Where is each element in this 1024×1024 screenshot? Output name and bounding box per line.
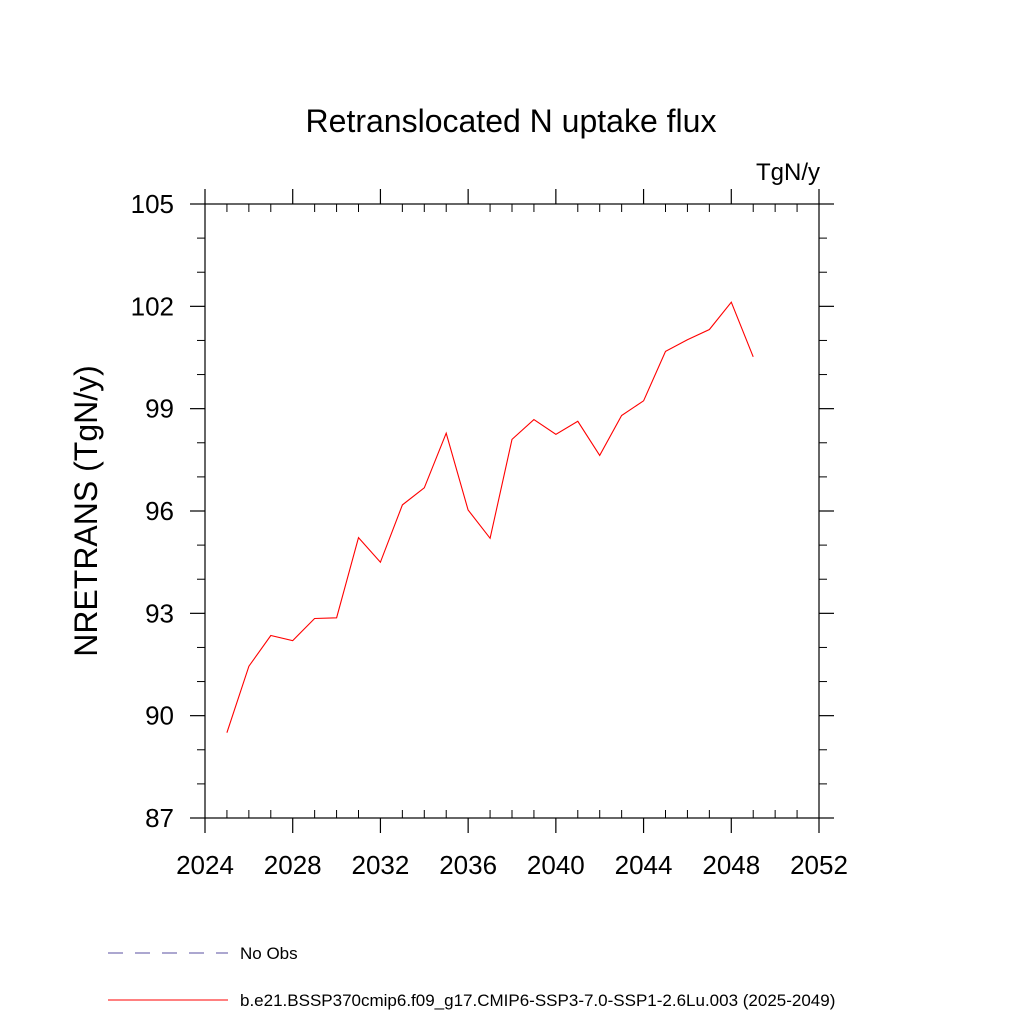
- data-point: [511, 438, 514, 441]
- legend-label: b.e21.BSSP370cmip6.f09_g17.CMIP6-SSP3-7.…: [240, 991, 835, 1010]
- x-tick-label: 2024: [176, 850, 234, 880]
- series-line: [226, 301, 754, 733]
- data-point: [532, 418, 535, 421]
- y-tick-label: 102: [131, 291, 174, 321]
- y-tick-label: 105: [131, 189, 174, 219]
- data-point: [620, 414, 623, 417]
- y-tick-label: 96: [145, 496, 174, 526]
- data-point: [642, 399, 645, 402]
- data-point: [313, 617, 316, 620]
- x-tick-label: 2028: [264, 850, 322, 880]
- x-tick-label: 2032: [352, 850, 410, 880]
- y-tick-label: 87: [145, 803, 174, 833]
- data-point: [291, 639, 294, 642]
- data-point: [664, 350, 667, 353]
- y-axis-label: NRETRANS (TgN/y): [68, 365, 104, 657]
- data-point: [247, 665, 250, 668]
- data-point: [269, 634, 272, 637]
- x-tick-label: 2052: [790, 850, 848, 880]
- data-point: [730, 301, 733, 304]
- data-point: [686, 338, 689, 341]
- y-tick-label: 90: [145, 701, 174, 731]
- x-tick-label: 2044: [615, 850, 673, 880]
- data-point: [598, 454, 601, 457]
- data-point: [489, 537, 492, 540]
- axis-tick-labels: 2024 2028 2032 2036 2040 2044 2048 2052 87 90 93 96…: [131, 189, 848, 880]
- data-point: [445, 432, 448, 435]
- data-point: [554, 433, 557, 436]
- x-tick-label: 2048: [702, 850, 760, 880]
- legend-label: No Obs: [240, 944, 298, 963]
- legend: No Obs b.e21.BSSP370cmip6.f09_g17.CMIP6-S…: [108, 944, 835, 1010]
- data-point: [752, 355, 755, 358]
- data-point: [423, 486, 426, 489]
- x-tick-label: 2040: [527, 850, 585, 880]
- data-point: [379, 561, 382, 564]
- data-point: [576, 420, 579, 423]
- data-point: [357, 536, 360, 539]
- plot-frame: [204, 203, 820, 819]
- data-point: [708, 328, 711, 331]
- chart-title: Retranslocated N uptake flux: [306, 103, 717, 139]
- y-tick-label: 93: [145, 598, 174, 628]
- series-layer: [225, 301, 755, 734]
- data-point: [401, 503, 404, 506]
- axis-ticks: [190, 189, 834, 833]
- data-point: [335, 616, 338, 619]
- data-point: [225, 731, 228, 734]
- y-tick-label: 99: [145, 394, 174, 424]
- data-point: [467, 508, 470, 511]
- x-tick-label: 2036: [439, 850, 497, 880]
- units-label: TgN/y: [756, 159, 820, 186]
